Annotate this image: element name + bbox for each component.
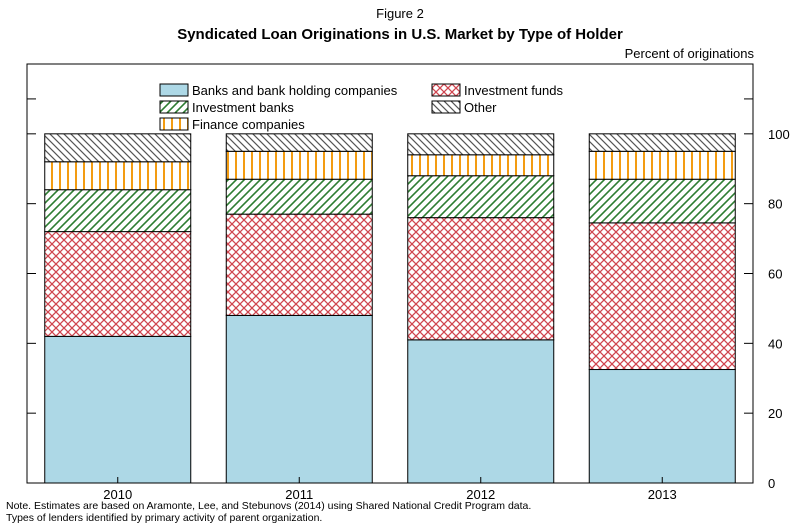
y-tick-label-100: 100 <box>768 127 790 142</box>
bar-segment-2012-2 <box>407 217 555 341</box>
bar-segment-2013-4 <box>588 150 736 180</box>
bar-segment-2011-1 <box>225 314 373 484</box>
bar-segment-2011-2 <box>225 213 373 316</box>
figure-label: Figure 2 <box>376 6 424 21</box>
bar-segment-2013-3 <box>588 178 736 224</box>
bar-segment-2012-3 <box>407 175 555 219</box>
bar-segment-2011-4 <box>225 150 373 180</box>
bar-segment-2010-2 <box>44 231 192 337</box>
legend-swatch-4 <box>159 117 189 131</box>
y-tick-label-40: 40 <box>768 336 782 351</box>
x-tick-label-2010: 2010 <box>103 487 132 502</box>
x-tick-label-2011: 2011 <box>285 487 313 502</box>
bar-segment-2013-2 <box>588 222 736 371</box>
y-tick-label-0: 0 <box>768 476 775 491</box>
legend-label-5: Other <box>464 100 497 115</box>
y-tick-label-60: 60 <box>768 267 782 282</box>
bar-segment-2012-5 <box>407 133 555 156</box>
legend-label-2: Investment funds <box>464 83 563 98</box>
bar-segment-2013-1 <box>588 369 736 484</box>
bar-segment-2013-5 <box>588 133 736 152</box>
legend-swatch-5 <box>431 100 461 114</box>
y-tick-label-80: 80 <box>768 197 782 212</box>
legend-swatch-1 <box>159 83 189 97</box>
legend-label-3: Investment banks <box>192 100 294 115</box>
bar-segment-2012-1 <box>407 339 555 484</box>
bar-segment-2012-4 <box>407 154 555 177</box>
note-line-2: Types of lenders identified by primary a… <box>6 512 323 524</box>
bar-segment-2011-3 <box>225 178 373 215</box>
unit-label: Percent of originations <box>624 46 754 61</box>
bar-segment-2011-5 <box>225 133 373 152</box>
chart-title: Syndicated Loan Originations in U.S. Mar… <box>177 26 623 43</box>
chart-note: Note. Estimates are based on Aramonte, L… <box>6 500 531 524</box>
y-tick-label-20: 20 <box>768 406 782 421</box>
legend-label-4: Finance companies <box>192 117 305 132</box>
x-tick-label-2013: 2013 <box>648 487 677 502</box>
legend-label-1: Banks and bank holding companies <box>192 83 398 98</box>
bar-segment-2010-4 <box>44 161 192 191</box>
note-line-1: Note. Estimates are based on Aramonte, L… <box>6 500 532 512</box>
bar-segment-2010-3 <box>44 189 192 233</box>
legend-swatch-2 <box>431 83 461 97</box>
bar-segment-2010-1 <box>44 335 192 484</box>
legend-swatch-3 <box>159 100 189 114</box>
bar-segment-2010-5 <box>44 133 192 163</box>
x-tick-label-2012: 2012 <box>466 487 495 502</box>
